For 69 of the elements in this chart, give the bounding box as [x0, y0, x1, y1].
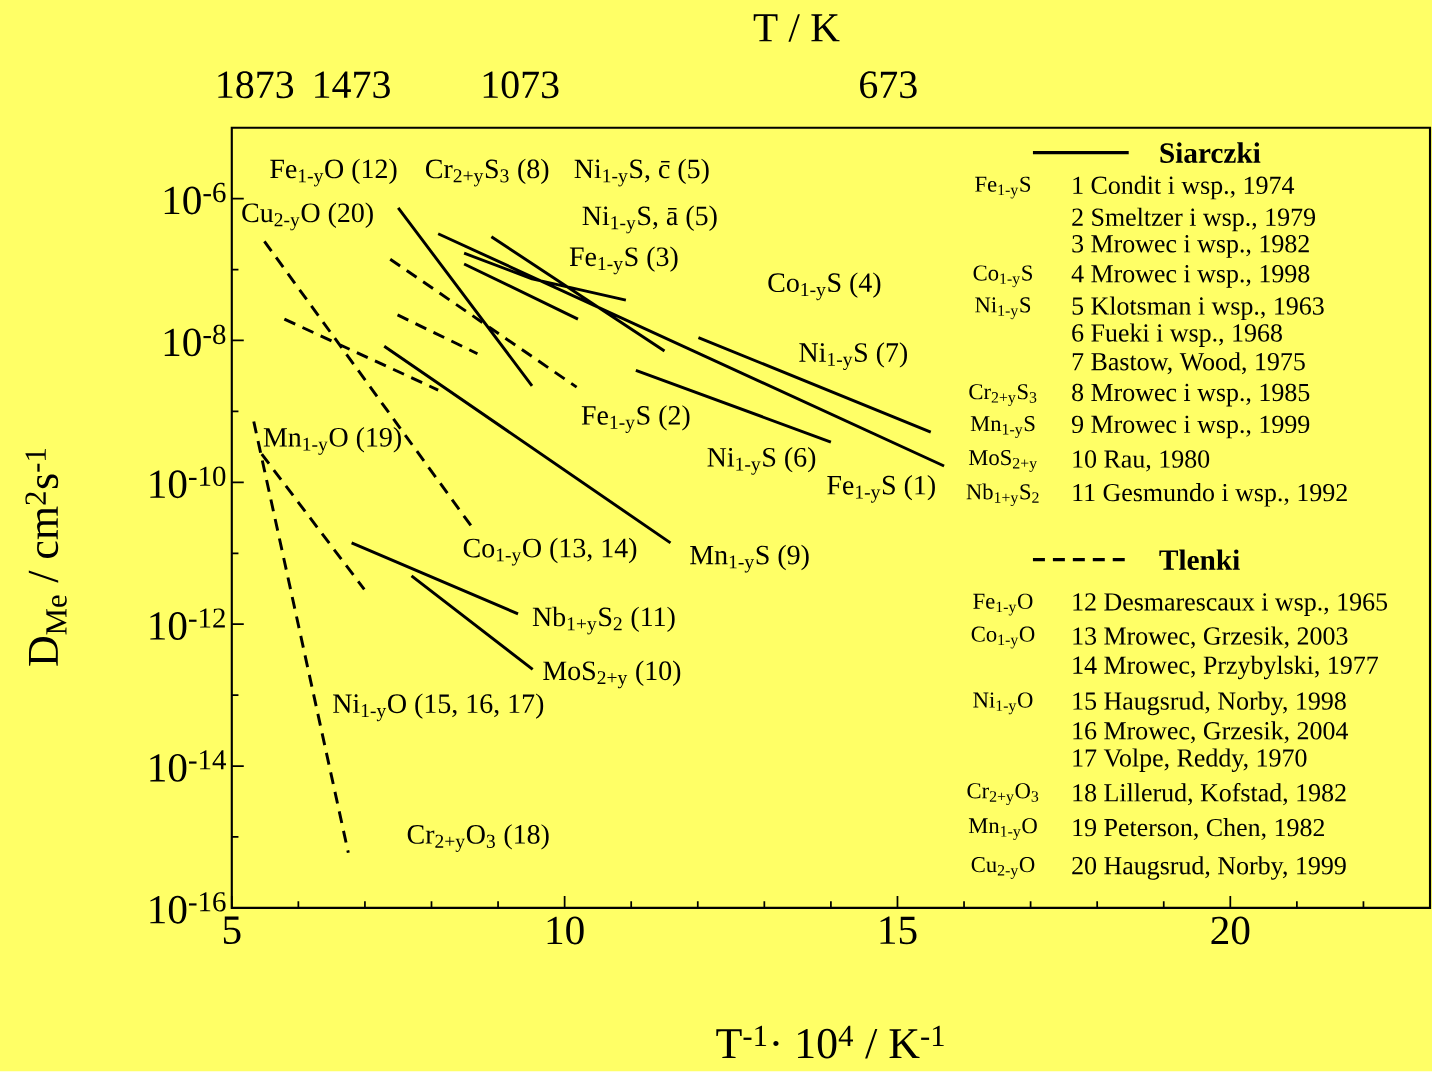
annotation: Ni$_{1-y}$S [975, 297, 1031, 320]
annotation: Cu$_{2-y}$O [971, 857, 1035, 880]
annotation: Cu$_{2-y}$O (20) [242, 202, 373, 231]
annotation: 8 Mrowec i wsp., 1985 [1072, 383, 1310, 407]
annotation: 2 Smeltzer i wsp., 1979 [1072, 207, 1316, 232]
annotation: 11 Gesmundo i wsp., 1992 [1073, 483, 1347, 507]
annotation: 7 Bastow, Wood, 1975 [1072, 352, 1305, 375]
text: 1873 [218, 71, 294, 99]
annotation: Mn$_{1-y}$O (19) [263, 427, 401, 456]
x-tick-label: 20 [1211, 916, 1250, 945]
annotation: Cr$_{2+y}$S$_{3}$ [969, 384, 1037, 407]
annotation: 16 Mrowec, Grzesik, 2004 [1073, 721, 1349, 744]
annotation: Mn$_{1-y}$O [968, 818, 1037, 841]
annotation: 12 Desmarescaux i wsp., 1965 [1073, 593, 1388, 617]
annotation: MoS$_{2+y}$ [968, 450, 1037, 473]
annotation: 18 Lillerud, Kofstad, 1982 [1073, 783, 1346, 806]
annotation: Cr$_{2+y}$O$_{3}$ (18) [407, 824, 549, 853]
annotation: Fe$_{1-y}$S [975, 176, 1031, 199]
annotation: Ni$_{1-y}$O (15, 16, 17) [333, 693, 544, 722]
annotation: 5 Klotsman i wsp., 1963 [1072, 296, 1324, 321]
annotation: 9 Mrowec i wsp., 1999 [1071, 415, 1310, 439]
annotation: 4 Mrowec i wsp., 1998 [1071, 265, 1310, 288]
annotation: Co$_{1-y}$S [973, 265, 1032, 288]
annotation: 14 Mrowec, Przybylski, 1977 [1073, 655, 1378, 680]
annotation: Mn$_{1-y}$S [970, 416, 1035, 439]
text: 673 [860, 71, 917, 99]
annotation: Fe$_{1-y}$S (3) [569, 246, 678, 275]
x-tick-label: 5 [223, 916, 241, 945]
x-tick-label: 15 [880, 916, 917, 945]
y-tick-label: 10$^{-10}$ [150, 466, 226, 499]
annotation: 20 Haugsrud, Norby, 1999 [1072, 856, 1346, 881]
text: T / K [753, 14, 840, 42]
annotation: Fe$_{1-y}$O (12) [270, 158, 397, 187]
x-axis-title: T$^{-1}$· 10$^{4}$ / K$^{-1}$ [716, 1025, 944, 1059]
text: 1073 [483, 71, 559, 99]
annotation: 1 Condit i wsp., 1974 [1073, 176, 1295, 200]
annotation: 17 Volpe, Reddy, 1970 [1073, 748, 1307, 773]
annotation: MoS$_{2+y}$ (10) [543, 660, 681, 689]
legend-label: Siarczki [1160, 142, 1261, 164]
annotation: Nb$_{1+y}$S$_{2}$ (11) [532, 606, 675, 635]
annotation: Nb$_{1+y}$S$_{2}$ [966, 483, 1039, 507]
y-axis-title: D$_{Me}$ / cm$^{2}$s$^{-1}$ [25, 449, 67, 667]
annotation: Mn$_{1-y}$S (9) [690, 545, 809, 573]
annotation: 13 Mrowec, Grzesik, 2003 [1073, 626, 1348, 649]
annotation: 15 Haugsrud, Norby, 1998 [1073, 691, 1346, 716]
x-tick-label: 10 [547, 916, 584, 945]
annotation: Fe$_{1-y}$O [973, 593, 1033, 616]
annotation: Cr$_{2+y}$S$_{3}$ (8) [425, 158, 549, 187]
legend-label: Tlenki [1159, 549, 1240, 571]
annotation: Ni$_{1-y}$S, ā (5) [582, 205, 717, 234]
annotation: 19 Peterson, Chen, 1982 [1073, 818, 1324, 841]
y-tick-label: 10$^{-14}$ [150, 750, 226, 783]
annotation: Co$_{1-y}$O [971, 626, 1035, 649]
annotation: 3 Mrowec i wsp., 1982 [1072, 235, 1309, 259]
y-tick-label: 10$^{-8}$ [164, 324, 226, 357]
y-tick-label: 10$^{-12}$ [150, 608, 225, 641]
annotation: Co$_{1-y}$S (4) [768, 272, 881, 301]
annotation: Ni$_{1-y}$O [973, 692, 1033, 715]
annotation: 10 Rau, 1980 [1073, 450, 1210, 472]
annotation: Ni$_{1-y}$S, c̄ (5) [574, 158, 709, 187]
y-tick-label: 10$^{-6}$ [164, 183, 226, 215]
text: 1473 [315, 71, 390, 99]
annotation: Ni$_{1-y}$S (7) [799, 342, 907, 371]
annotation: 6 Fueki i wsp., 1968 [1072, 323, 1282, 348]
annotation: Ni$_{1-y}$S (6) [707, 447, 816, 476]
annotation: Co$_{1-y}$O (13, 14) [463, 538, 637, 566]
annotation: Fe$_{1-y}$S (2) [581, 405, 690, 434]
annotation: Cr$_{2+y}$O$_{3}$ [967, 783, 1039, 806]
annotation: Fe$_{1-y}$S (1) [827, 475, 935, 503]
